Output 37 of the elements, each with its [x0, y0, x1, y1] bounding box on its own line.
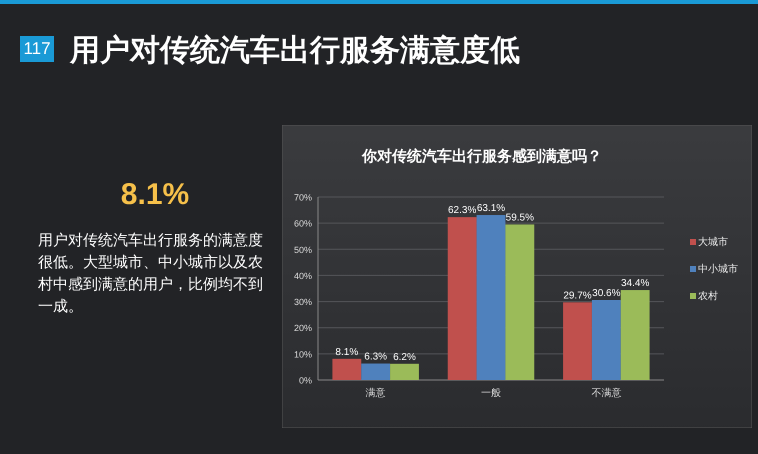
bar — [361, 364, 390, 380]
data-label: 62.3% — [448, 205, 476, 216]
bar — [505, 224, 534, 380]
y-tick-label: 60% — [294, 218, 312, 229]
data-label: 63.1% — [476, 203, 506, 214]
text: 用户对传统汽车出行服务的满意度很低。大型城市、中小城市以及农村中感到满意的用户，比例均不到一成。 — [38, 231, 264, 317]
legend-label: 大城市 — [698, 236, 728, 248]
bar — [620, 290, 650, 380]
chart-title: 你对传统汽车出行服务感到满意吗？ — [361, 147, 602, 165]
y-tick-label: 20% — [294, 323, 312, 334]
text: 8.1% — [120, 178, 190, 212]
text: 117 — [20, 36, 54, 62]
data-label: 34.4% — [620, 278, 650, 290]
y-tick-label: 50% — [294, 244, 312, 255]
bar — [332, 358, 362, 380]
data-label: 8.1% — [335, 346, 358, 358]
data-label: 6.2% — [393, 352, 416, 363]
legend-label: 中小城市 — [698, 263, 738, 275]
data-label: 59.5% — [506, 212, 534, 224]
bar — [390, 364, 419, 380]
x-tick-label: 一般 — [481, 388, 501, 399]
bar — [476, 215, 506, 380]
y-tick-label: 30% — [294, 297, 312, 308]
text: 用户对传统汽车出行服务满意度低 — [70, 33, 520, 69]
y-tick-label: 40% — [294, 270, 312, 281]
y-tick-label: 0% — [298, 376, 312, 386]
x-tick-label: 不满意 — [591, 387, 622, 399]
x-tick-label: 满意 — [366, 387, 386, 399]
data-label: 30.6% — [592, 288, 621, 300]
y-tick-label: 70% — [294, 192, 312, 202]
legend-label: 农村 — [698, 290, 718, 302]
y-tick-label: 10% — [294, 349, 312, 360]
bar — [563, 302, 592, 380]
bar — [448, 217, 477, 380]
data-label: 29.7% — [563, 290, 592, 302]
data-label: 6.3% — [364, 352, 388, 363]
bar — [592, 300, 621, 380]
